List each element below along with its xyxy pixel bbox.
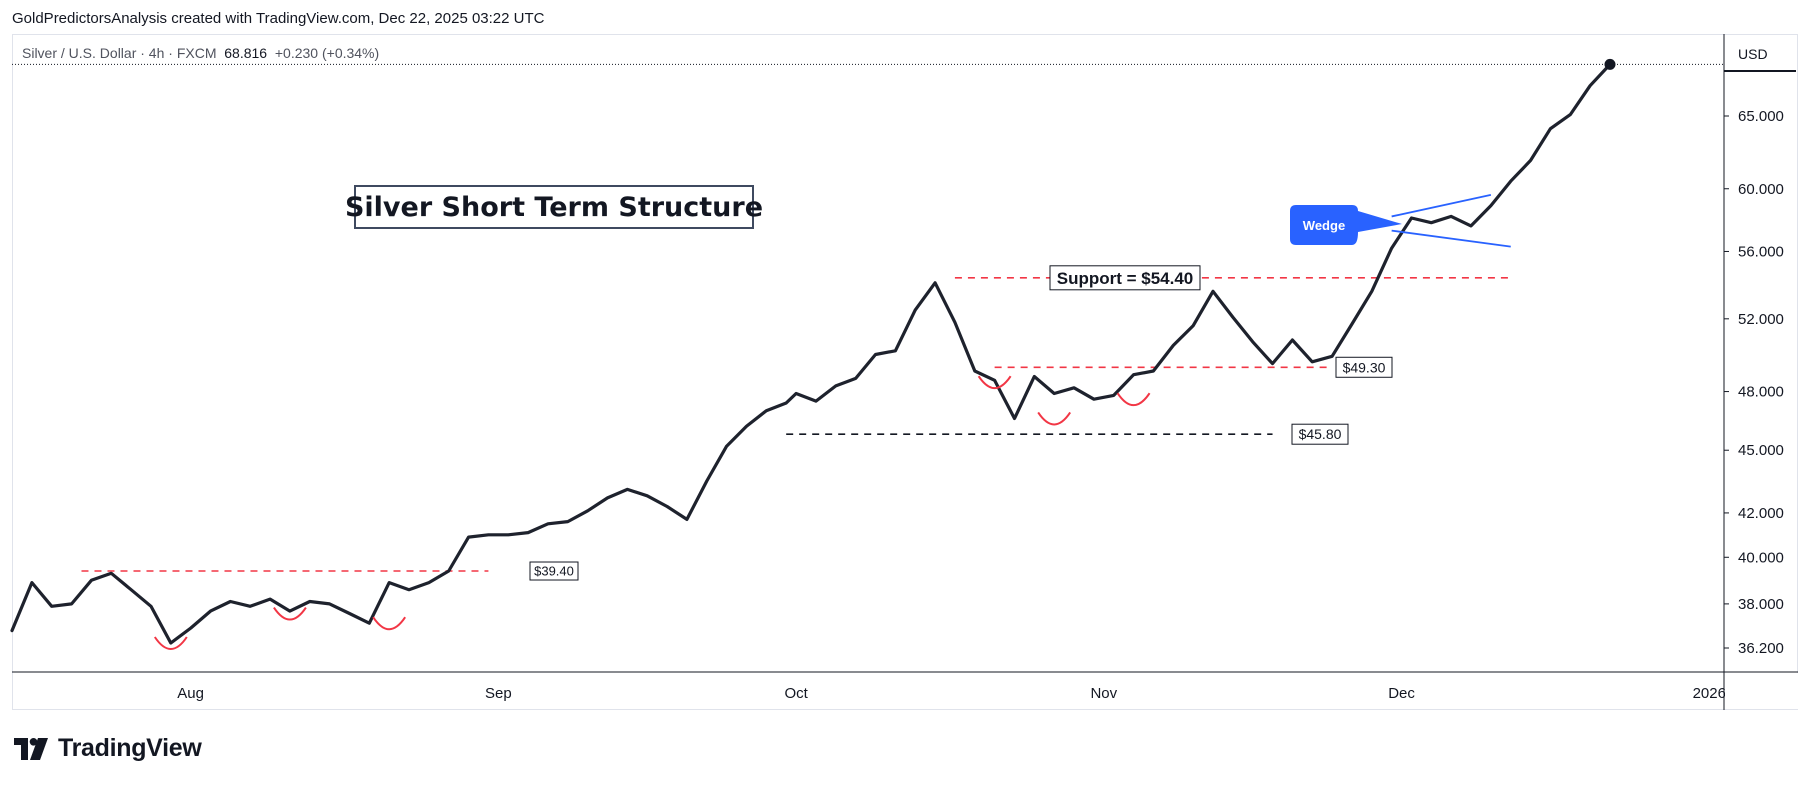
y-tick-label: 52.000: [1738, 311, 1784, 328]
tradingview-logo-icon: [14, 737, 48, 760]
level-label-text: Support = $54.40: [1057, 269, 1194, 288]
symbol-label: Silver / U.S. Dollar · 4h · FXCM: [22, 45, 217, 61]
axis-corner: [1725, 673, 1798, 709]
level-label-text: $39.40: [534, 564, 574, 579]
x-tick-label: Nov: [1090, 685, 1117, 702]
wedge-callout-label: Wedge: [1303, 218, 1345, 233]
tradingview-logo[interactable]: TradingView: [14, 734, 202, 763]
y-tick-label: 45.000: [1738, 442, 1784, 459]
level-label: Support = $54.40: [1049, 265, 1201, 291]
x-tick-label: Sep: [485, 685, 512, 702]
level-label-text: $49.30: [1343, 359, 1386, 375]
chart-title-box: Silver Short Term Structure: [345, 185, 763, 229]
bottom-arc: [977, 375, 1012, 390]
x-tick-label: Oct: [784, 685, 808, 702]
last-price-dot: [1604, 58, 1616, 70]
bottom-arc: [1116, 392, 1151, 407]
y-tick-label: 42.000: [1738, 505, 1784, 522]
y-tick-label: 48.000: [1738, 384, 1784, 401]
y-tick-label: 56.000: [1738, 243, 1784, 260]
y-tick-label: 40.000: [1738, 549, 1784, 566]
level-label: $45.80: [1291, 423, 1349, 445]
wedge-callout[interactable]: Wedge: [1290, 205, 1402, 245]
level-label-box: [1335, 356, 1393, 378]
wedge-upper-line: [1391, 193, 1492, 218]
wedge-lower-line: [1391, 229, 1511, 248]
level-label-box: [1291, 423, 1349, 445]
price-series-line[interactable]: [10, 62, 1612, 645]
price-change: +0.230 (+0.34%): [274, 45, 380, 61]
chart-credit: GoldPredictorsAnalysis created with Trad…: [12, 10, 545, 27]
x-tick-label: Dec: [1388, 685, 1415, 702]
bottom-arc: [153, 636, 188, 650]
wedge-callout-bubble: [1290, 205, 1402, 245]
level-label-box: [529, 561, 579, 581]
level-label: $49.30: [1335, 356, 1393, 378]
x-tick-label: 2026: [1693, 685, 1726, 702]
x-tick-label: Aug: [177, 685, 204, 702]
currency-button[interactable]: USD: [1724, 38, 1796, 72]
bottom-arc: [273, 606, 307, 621]
level-label-box: [1049, 265, 1201, 291]
chart-title-frame: [354, 185, 754, 229]
bottom-arc: [1037, 411, 1072, 426]
y-tick-label: 36.200: [1738, 640, 1784, 657]
y-tick-label: 38.000: [1738, 596, 1784, 613]
last-price: 68.816: [224, 45, 268, 61]
y-tick-label: 65.000: [1738, 108, 1784, 125]
tradingview-logo-text: TradingView: [58, 734, 202, 762]
y-tick-label: 60.000: [1738, 181, 1784, 198]
bottom-arc: [372, 616, 406, 631]
level-label: $39.40: [529, 561, 579, 581]
chart-frame: [12, 34, 1798, 710]
chart-title: Silver Short Term Structure: [345, 192, 763, 223]
symbol-legend[interactable]: Silver / U.S. Dollar · 4h · FXCM 68.816 …: [22, 45, 379, 61]
level-label-text: $45.80: [1299, 426, 1342, 442]
